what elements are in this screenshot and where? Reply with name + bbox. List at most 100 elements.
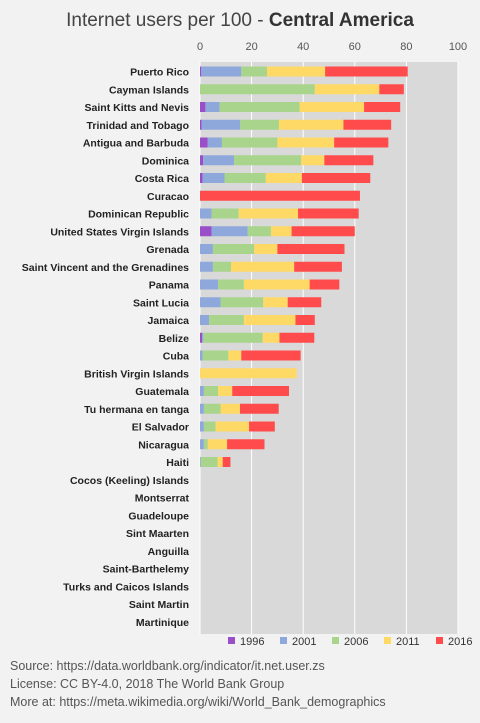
bar-segment	[241, 66, 268, 77]
category-label: Saint Martin	[129, 599, 189, 611]
bar-segment	[200, 244, 213, 254]
bar-segment	[200, 208, 212, 219]
category-label: Montserrat	[135, 493, 190, 505]
bar-segment	[200, 190, 360, 201]
bar-segment	[203, 421, 216, 432]
category-label: Haiti	[166, 457, 189, 469]
bar-segment	[203, 386, 219, 396]
category-label: Curacao	[147, 191, 189, 203]
bar-segment	[265, 173, 302, 183]
bar-segment	[200, 119, 202, 130]
bar-segment	[279, 332, 315, 343]
category-label: Trinidad and Tobago	[87, 120, 189, 132]
bar-segment	[200, 297, 221, 308]
category-label: Nicaragua	[138, 439, 189, 451]
x-tick-label: 0	[197, 41, 203, 53]
bar-segment	[200, 279, 219, 290]
category-label: Saint Lucia	[133, 297, 189, 309]
bar-segment	[200, 173, 203, 183]
bar-segment	[234, 155, 302, 166]
category-label: Grenada	[146, 244, 189, 256]
bar-segment	[247, 226, 271, 237]
legend-swatch	[384, 637, 391, 644]
bar-segment	[212, 261, 231, 272]
bar-segment	[201, 66, 242, 77]
legend-label: 2016	[448, 636, 472, 648]
bar-segment	[298, 208, 359, 219]
x-tick-label: 40	[297, 41, 309, 53]
category-label: Guatemala	[135, 386, 189, 398]
category-label: Saint Kitts and Nevis	[85, 102, 190, 114]
bar-segment	[220, 403, 240, 414]
bar-segment	[212, 244, 255, 254]
bar-segment	[200, 403, 204, 414]
bar-segment	[230, 261, 295, 272]
bar-segment	[200, 137, 208, 148]
category-label: Antigua and Barbuda	[83, 138, 189, 150]
bar-segment	[343, 119, 392, 130]
bar-segment	[379, 84, 404, 95]
category-label: Turks and Caicos Islands	[63, 581, 189, 593]
legend-label: 2001	[292, 636, 316, 648]
x-tick-label: 20	[245, 41, 257, 53]
bar-segment	[200, 315, 210, 325]
bar-segment	[314, 84, 380, 95]
bar-segment	[291, 226, 355, 237]
legend-swatch	[436, 637, 443, 644]
bar-segment	[277, 244, 345, 254]
bar-segment	[200, 368, 297, 379]
bar-segment	[215, 421, 250, 432]
bar-segment	[294, 261, 342, 272]
bar-segment	[299, 102, 365, 112]
category-label: Cuba	[163, 351, 189, 363]
bar-segment	[211, 226, 248, 237]
category-label: Costa Rica	[135, 173, 189, 185]
bar-segment	[243, 315, 296, 325]
category-label: Cayman Islands	[109, 84, 189, 96]
bar-segment	[202, 173, 225, 183]
category-label: Panama	[149, 280, 189, 292]
legend-label: 2006	[344, 636, 368, 648]
x-tick-label: 80	[400, 41, 412, 53]
bar-segment	[200, 386, 204, 396]
bar-segment	[207, 137, 222, 148]
bar-segment	[254, 244, 278, 254]
bar-segment	[277, 137, 335, 148]
bar-segment	[221, 137, 278, 148]
legend: 1996 2001 2006 2011 2016	[228, 636, 472, 648]
category-label: Tu hermana en tanga	[84, 404, 189, 416]
footer-license: License: CC BY-4.0, 2018 The World Bank …	[10, 677, 285, 691]
bar-segment	[324, 155, 374, 166]
category-label: Puerto Rico	[130, 67, 189, 79]
bar-segment	[243, 279, 310, 290]
category-label: British Virgin Islands	[84, 368, 189, 380]
bar-segment	[202, 332, 204, 343]
bar-segment	[205, 102, 220, 112]
legend-swatch	[280, 637, 287, 644]
bar-segment	[262, 332, 280, 343]
bar-segment	[203, 332, 263, 343]
bar-segment	[200, 102, 206, 112]
category-label: Dominica	[142, 155, 189, 167]
bar-segment	[203, 155, 235, 166]
bar-segment	[203, 439, 208, 450]
bar-segment	[202, 350, 229, 361]
category-label: Saint-Barthelemy	[103, 564, 190, 576]
bar-segment	[241, 350, 301, 361]
bar-segment	[218, 279, 244, 290]
bar-segment	[200, 84, 315, 95]
bar-segment	[200, 226, 212, 237]
bar-segment	[200, 457, 218, 467]
x-tick-label: 60	[349, 41, 361, 53]
legend-label: 2011	[396, 636, 420, 648]
category-label: Martinique	[136, 617, 189, 629]
bar-segment	[203, 403, 221, 414]
bar-segment	[200, 332, 203, 343]
category-label: Saint Vincent and the Grenadines	[22, 262, 189, 274]
category-label: Belize	[159, 333, 190, 345]
bar-segment	[278, 119, 344, 130]
bar-segment	[239, 403, 279, 414]
bar-segment	[228, 350, 242, 361]
category-label: El Salvador	[132, 422, 189, 434]
bar-segment	[301, 173, 371, 183]
